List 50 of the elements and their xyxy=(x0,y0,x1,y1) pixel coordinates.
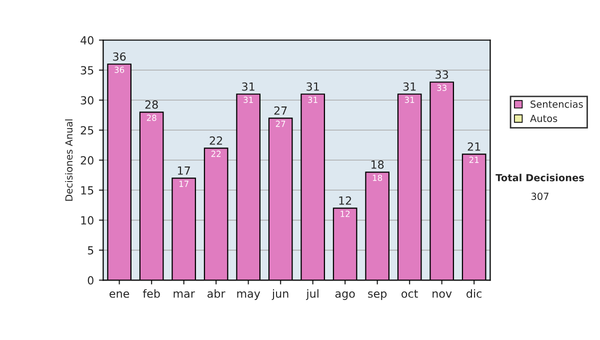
x-tick-label: jun xyxy=(272,289,288,300)
total-label: 31 xyxy=(306,82,319,91)
data-label: 36 xyxy=(114,66,124,73)
data-label: 31 xyxy=(404,96,414,103)
total-label: 31 xyxy=(242,82,254,91)
total-label: 17 xyxy=(178,166,190,175)
x-tick-label: jul xyxy=(306,289,318,300)
y-tick-label: 20 xyxy=(80,156,94,165)
total-label: 28 xyxy=(145,100,158,109)
y-tick-label: 15 xyxy=(81,186,94,195)
y-tick-label: 40 xyxy=(80,36,94,44)
total-label: 21 xyxy=(468,142,480,151)
x-tick-label: ago xyxy=(335,291,355,300)
y-tick-label: 30 xyxy=(80,96,94,105)
data-label: 31 xyxy=(244,96,253,103)
legend-label: Autos xyxy=(530,114,558,122)
data-label: 12 xyxy=(340,210,350,217)
y-tick-label: 35 xyxy=(80,66,94,75)
data-label: 28 xyxy=(146,114,156,121)
text: Total Decisiones xyxy=(496,174,584,182)
total-label: 31 xyxy=(403,82,416,91)
total-label: 18 xyxy=(371,160,384,169)
total-label: 27 xyxy=(274,106,287,115)
data-label: 31 xyxy=(308,96,318,103)
total-label: 33 xyxy=(436,70,448,79)
total-label: 22 xyxy=(210,136,222,145)
y-tick-label: 5 xyxy=(88,246,94,255)
x-tick-label: feb xyxy=(142,289,160,298)
y-tick-label: 10 xyxy=(81,216,94,225)
x-tick-label: dic xyxy=(466,289,482,298)
data-label: 33 xyxy=(437,84,446,91)
x-tick-label: oct xyxy=(402,290,418,298)
total-label: 36 xyxy=(113,52,126,61)
y-tick-label: 0 xyxy=(88,276,94,285)
y-axis-title: Decisiones Anual xyxy=(65,119,73,201)
x-tick-label: sep xyxy=(368,291,387,300)
x-tick-label: ene xyxy=(110,291,130,298)
data-label: 21 xyxy=(469,156,479,163)
total-label: 12 xyxy=(339,196,352,205)
text: 307 xyxy=(531,192,548,200)
legend-label: Sentencias xyxy=(530,100,583,108)
x-tick-label: nov xyxy=(432,291,452,298)
data-label: 22 xyxy=(211,150,221,157)
y-tick-label: 25 xyxy=(80,126,94,135)
data-label: 18 xyxy=(372,174,382,181)
data-label: 27 xyxy=(276,120,286,127)
x-tick-label: mar xyxy=(174,291,195,298)
x-tick-label: may xyxy=(237,291,260,300)
data-label: 17 xyxy=(179,180,188,187)
x-tick-label: abr xyxy=(208,289,226,298)
